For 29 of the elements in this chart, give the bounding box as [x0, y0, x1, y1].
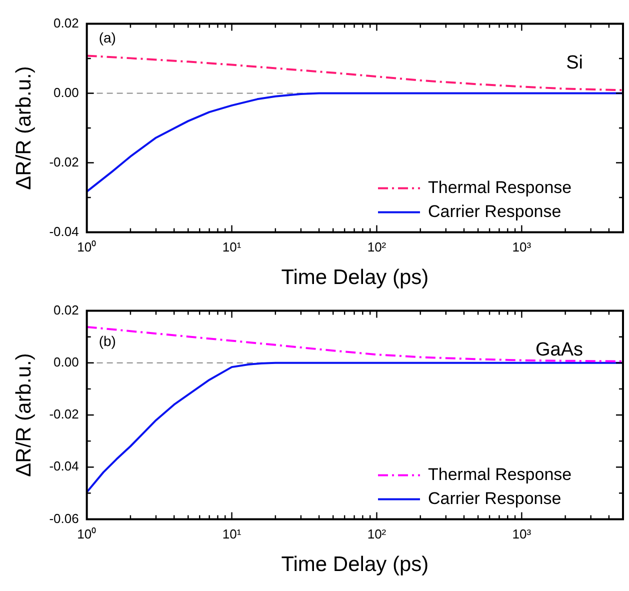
x-tick-label: 10¹: [222, 240, 242, 255]
y-axis-title: ΔR/R (arb.u.): [12, 66, 36, 190]
legend-label: Thermal Response: [428, 178, 572, 197]
y-tick-label: 0.00: [54, 84, 79, 100]
x-tick-label: 10¹: [222, 526, 242, 542]
y-tick-label: -0.04: [49, 458, 79, 474]
x-tick-label: 10⁰: [77, 526, 97, 542]
y-tick-label: 0.02: [54, 15, 79, 30]
legend-label: Carrier Response: [428, 202, 562, 221]
x-tick-label: 10³: [512, 526, 532, 542]
annotation: Si: [566, 52, 583, 74]
y-tick-label: 0.00: [54, 354, 79, 370]
y-tick-label: -0.04: [49, 224, 79, 239]
y-tick-label: -0.06: [49, 510, 79, 526]
x-tick-label: 10³: [512, 240, 532, 255]
y-axis-title: ΔR/R (arb.u.): [12, 353, 36, 477]
legend-label: Carrier Response: [428, 488, 562, 508]
x-axis-title: Time Delay (ps): [281, 553, 429, 576]
y-tick-label: 0.02: [54, 302, 79, 318]
annotation: GaAs: [535, 340, 583, 361]
y-tick-label: -0.02: [49, 406, 79, 422]
annotation: (b): [98, 332, 116, 349]
y-tick-label: -0.02: [49, 154, 79, 170]
legend-label: Thermal Response: [428, 464, 572, 484]
annotation: (a): [98, 30, 116, 46]
x-tick-label: 10²: [367, 526, 387, 542]
x-tick-label: 10²: [367, 240, 387, 255]
x-axis-title: Time Delay (ps): [281, 266, 429, 290]
x-tick-label: 10⁰: [77, 240, 97, 255]
